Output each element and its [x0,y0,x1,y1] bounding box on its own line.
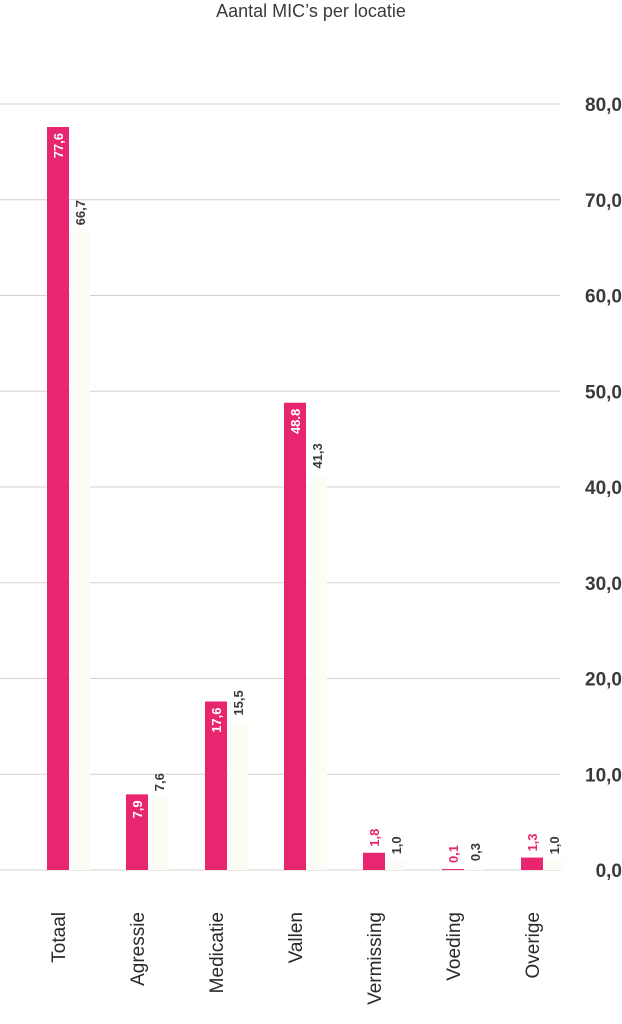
data-label-series2: 7,6 [152,773,167,791]
bar-series1-medicatie [205,701,227,870]
y-tick-label: 10,0 [585,765,622,786]
category-label: Vallen [286,912,307,963]
bar-series1-vermissing [363,852,385,870]
bar-series1-overige [521,857,543,870]
category-label: Vermissing [365,912,386,1005]
category-label: Overige [523,912,544,979]
bar-series1-totaal [47,126,69,871]
bar-series2-voeding [465,867,485,870]
data-label-series2: 15,5 [231,690,246,715]
category-label: Totaal [49,912,70,963]
chart-title: Aantal MIC’s per locatie [216,1,406,21]
data-label-series1: 48.8 [288,409,303,434]
gridlines [0,103,560,871]
category-label: Voeding [444,912,465,981]
category-label: Medicatie [207,912,228,993]
data-labels: 77,6 66,7 7,9 7,6 17,6 15,5 48.8 41,3 1,8 1,0 0,1 0… [51,133,562,863]
bar-series1-vallen [284,402,306,870]
y-tick-label: 0,0 [596,861,622,882]
y-tick-label: 50,0 [585,382,622,403]
y-tick-label: 80,0 [585,95,622,116]
data-label-series2: 41,3 [310,443,325,468]
data-label-series1: 1,8 [367,829,382,847]
y-tick-label: 60,0 [585,287,622,308]
data-label-series1: 1,3 [525,833,540,851]
y-axis-ticks: 0,0 10,0 20,0 30,0 40,0 50,0 60,0 70,0 80,0 [585,95,622,882]
data-label-series1: 0,1 [446,845,461,863]
data-label-series2: 1,0 [547,836,562,854]
bar-series2-vermissing [386,860,406,870]
y-tick-label: 20,0 [585,670,622,691]
y-tick-label: 40,0 [585,478,622,499]
data-label-series1: 7,9 [130,800,145,818]
data-label-series2: 0,3 [468,843,483,861]
data-label-series1: 17,6 [209,707,224,732]
data-label-series2: 66,7 [73,200,88,225]
bar-series2-vallen [307,474,327,870]
bar-series2-agressie [149,797,169,870]
bar-series1-agressie [126,794,148,870]
x-axis-categories: Totaal Agressie Medicatie Vallen Vermissing V… [49,912,544,1005]
y-tick-label: 30,0 [585,574,622,595]
data-label-series2: 1,0 [389,836,404,854]
bar-series2-totaal [70,231,90,870]
category-label: Agressie [128,912,149,986]
bar-series2-overige [544,860,564,870]
data-label-series1: 77,6 [51,133,66,158]
bar-series2-medicatie [228,721,248,870]
bars [47,126,564,871]
y-tick-label: 70,0 [585,191,622,212]
bar-series1-voeding [442,869,464,871]
